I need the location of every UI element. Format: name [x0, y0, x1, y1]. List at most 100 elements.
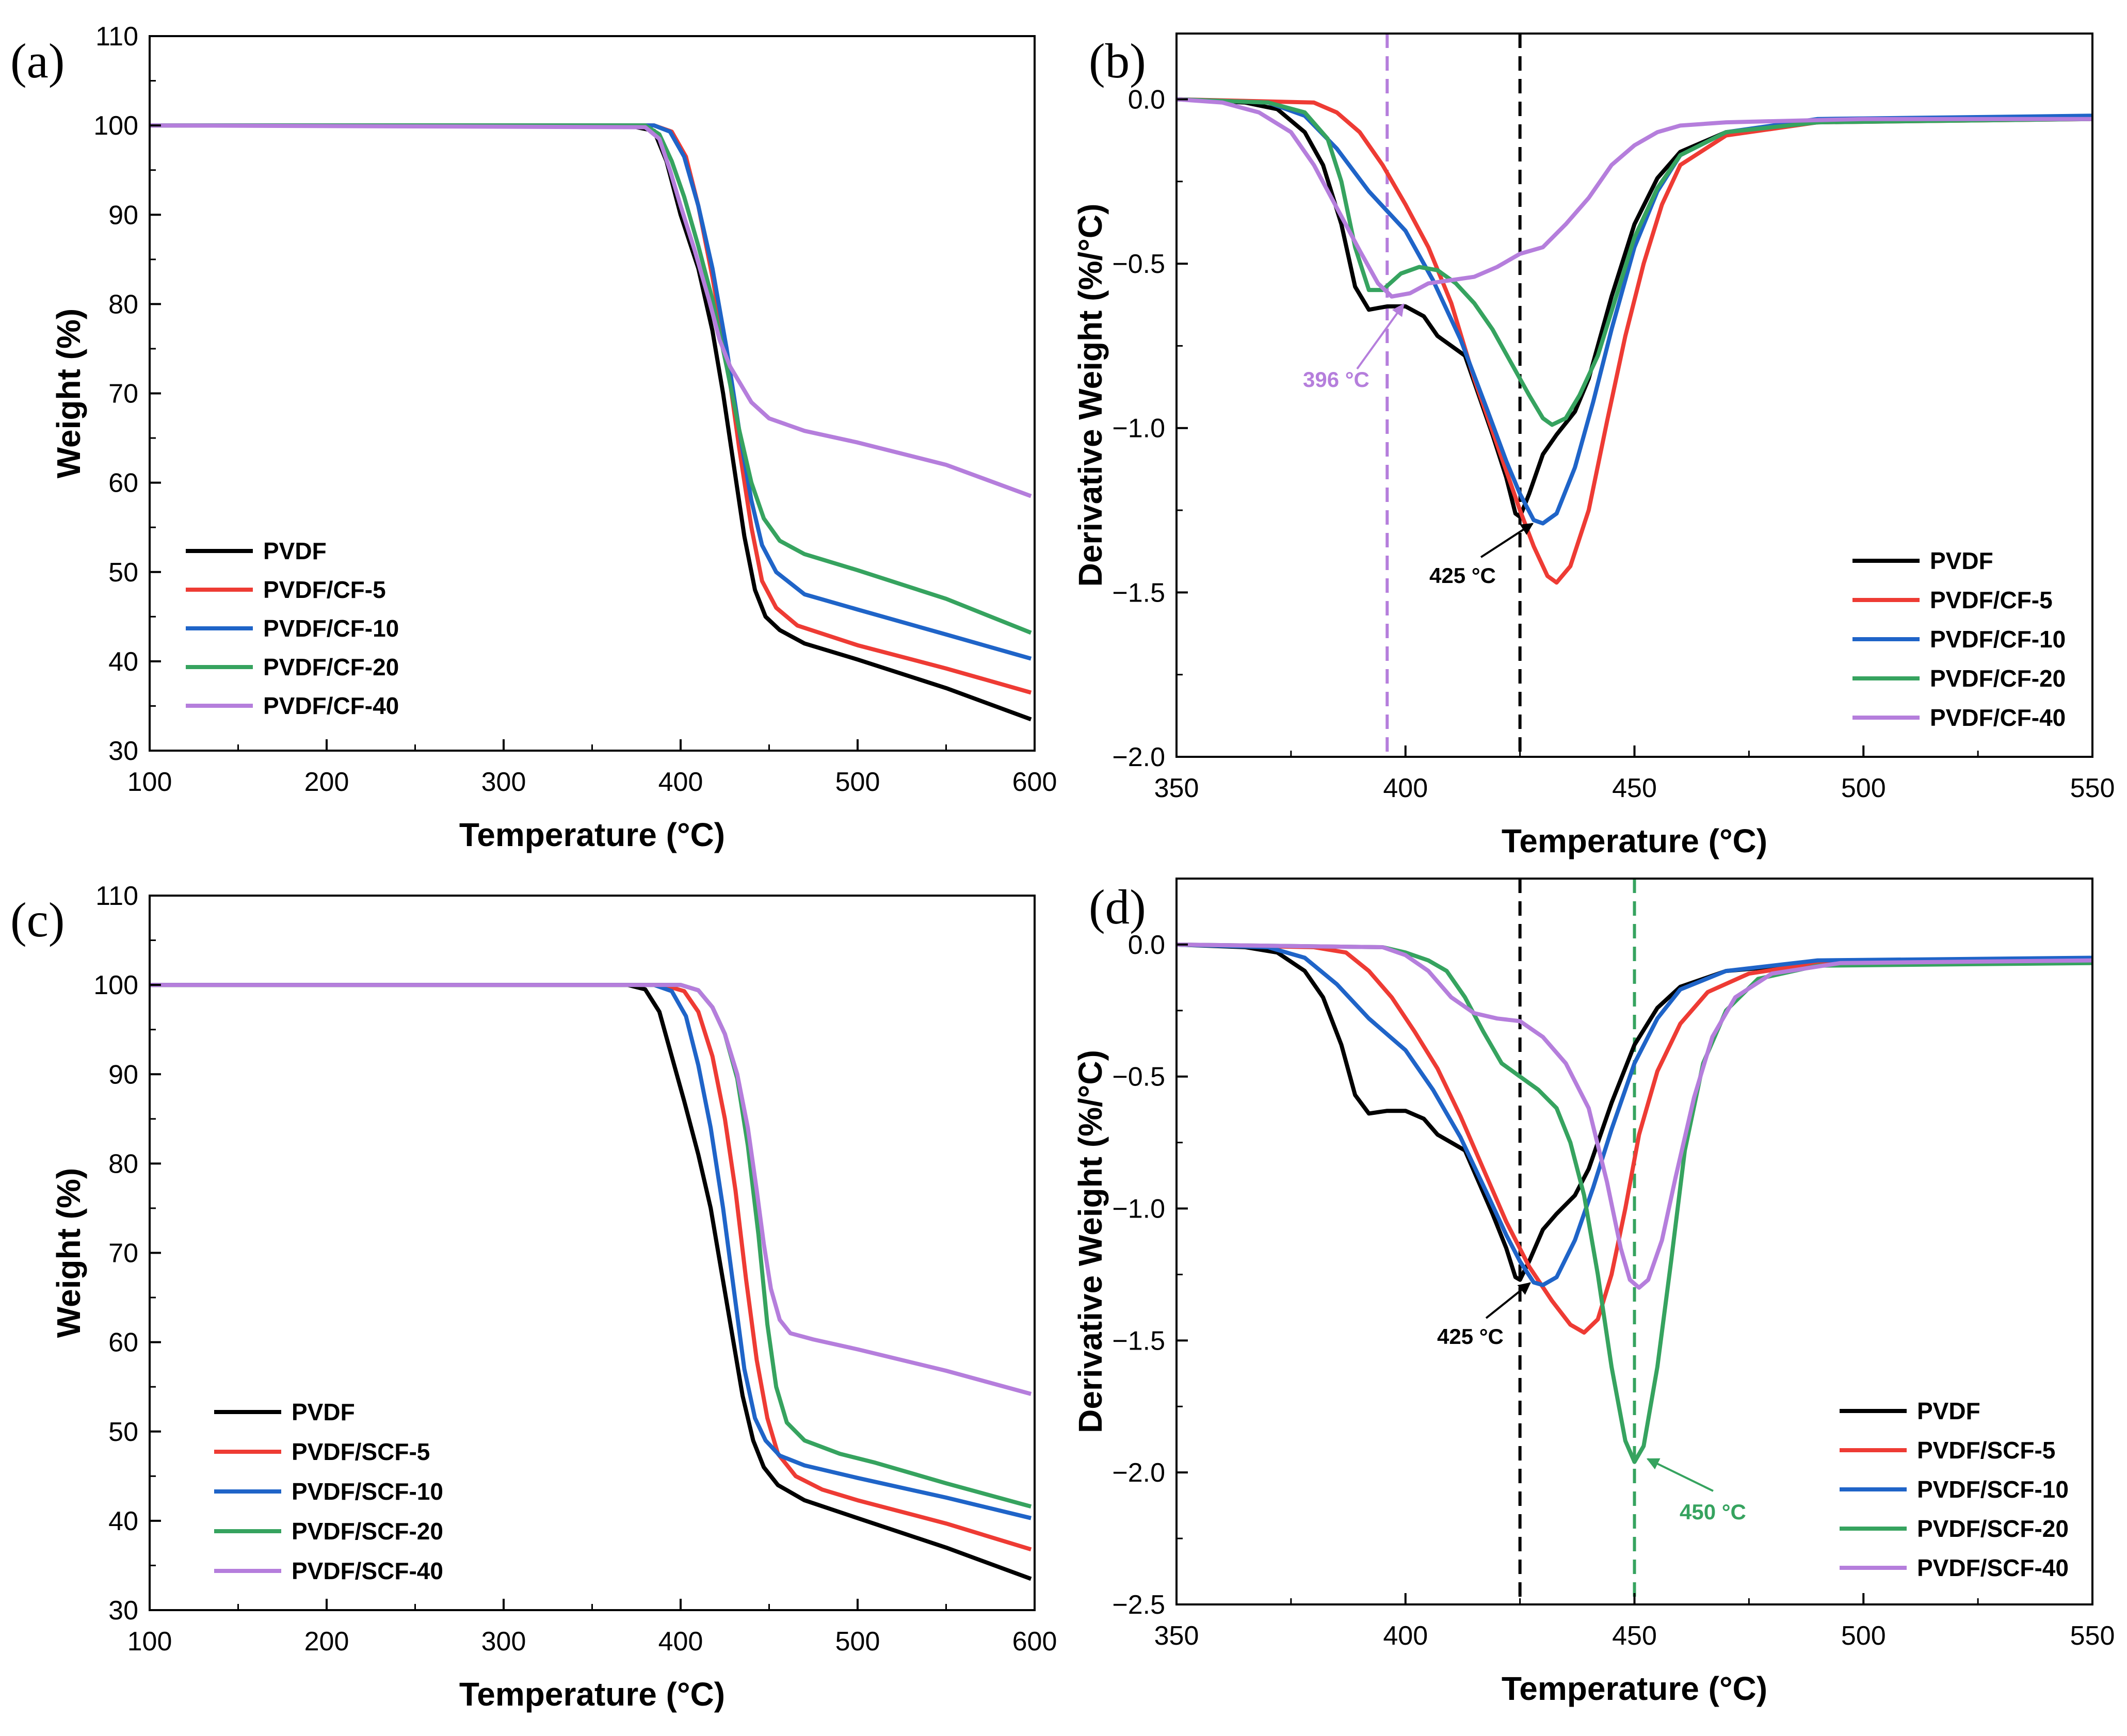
series-line-2	[1177, 942, 2092, 1335]
legend-label: PVDF/SCF-10	[1917, 1476, 2069, 1503]
annotation-label: 450 °C	[1680, 1500, 1746, 1524]
x-tick-label: 600	[1012, 767, 1057, 797]
x-tick-label: 450	[1612, 1621, 1657, 1651]
panel-letter: (b)	[1089, 34, 1146, 88]
annotation-label: 396 °C	[1303, 367, 1369, 392]
plot-frame	[149, 895, 1036, 1611]
annotation-label: 425 °C	[1429, 563, 1496, 588]
legend: PVDF PVDF/CF-5 PVDF/CF-10 PVDF/CF-20 PVDF/CF…	[186, 538, 399, 719]
series-line-4	[1177, 97, 2092, 427]
legend-label: PVDF	[292, 1399, 355, 1425]
y-tick-label: 40	[108, 647, 138, 677]
legend-label: PVDF/CF-10	[263, 615, 399, 642]
y-tick-label: 80	[108, 289, 138, 319]
annotation-arrow	[1485, 1282, 1531, 1319]
series-line-5	[150, 983, 1032, 1396]
x-tick-label: 500	[835, 767, 880, 797]
series-line-5	[1177, 942, 2092, 1290]
x-axis-title: Temperature (°C)	[1502, 1670, 1767, 1707]
y-tick-label: 100	[93, 970, 138, 1000]
y-tick-label: 30	[108, 736, 138, 766]
legend-label: PVDF/CF-40	[1930, 704, 2066, 731]
x-tick-label: 450	[1612, 773, 1657, 803]
annotation-arrow	[1646, 1458, 1714, 1492]
y-tick-label: 30	[108, 1596, 138, 1626]
series-line-3	[1177, 942, 2092, 1287]
legend-label: PVDF/SCF-5	[292, 1438, 430, 1465]
x-tick-label: 400	[1383, 1621, 1428, 1651]
y-tick-label: 100	[93, 111, 138, 141]
x-axis-title: Temperature (°C)	[459, 1676, 725, 1713]
x-tick-label: 300	[481, 1627, 526, 1657]
y-tick-label: 110	[95, 881, 138, 911]
y-tick-label: 70	[108, 379, 138, 409]
y-tick-label: 40	[108, 1506, 138, 1536]
y-tick-label: −1.0	[1112, 1194, 1165, 1224]
y-tick-label: −0.5	[1112, 249, 1165, 279]
y-tick-label: 110	[95, 22, 138, 52]
legend: PVDF PVDF/CF-5 PVDF/CF-10 PVDF/CF-20 PVDF/CF…	[1852, 547, 2066, 731]
chart-panel-4: (d) 350 400 450 500 550 −2.5 −2.0 −1.5 −1.0 −0.5 0.…	[1072, 878, 2115, 1707]
chart-panel-2: (b) 350 400 450 500 550 −2.0 −1.5 −1.0 −0.5 0.0 Tem…	[1072, 33, 2115, 859]
x-tick-label: 100	[127, 767, 172, 797]
legend-label: PVDF	[263, 538, 327, 564]
series-line-2	[150, 123, 1032, 695]
legend-label: PVDF	[1917, 1398, 1980, 1424]
y-tick-label: 70	[108, 1239, 138, 1269]
annotation-arrow	[1480, 523, 1534, 558]
chart-panel-1: (a) 100 200 300 400 500 600 30 40 50 60 70 80 90 100 11…	[10, 22, 1057, 853]
x-tick-label: 550	[2070, 1621, 2115, 1651]
chart-panel-3: (c) 100 200 300 400 500 600 30 40 50 60 70 80 90 100 11…	[10, 881, 1057, 1713]
panel-letter: (d)	[1089, 880, 1146, 934]
y-tick-label: −1.5	[1112, 1326, 1165, 1356]
y-tick-label: 0.0	[1128, 85, 1165, 115]
y-tick-label: −2.5	[1112, 1590, 1165, 1620]
legend-label: PVDF/SCF-20	[1917, 1515, 2069, 1542]
x-tick-label: 400	[658, 767, 703, 797]
x-axis-title: Temperature (°C)	[459, 816, 725, 853]
x-axis-title: Temperature (°C)	[1502, 822, 1767, 859]
x-tick-label: 500	[835, 1627, 880, 1657]
y-tick-label: 90	[108, 200, 138, 230]
y-tick-label: −0.5	[1112, 1062, 1165, 1092]
x-tick-label: 300	[481, 767, 526, 797]
series-line-1	[1177, 942, 2092, 1282]
legend-label: PVDF/CF-10	[1930, 626, 2066, 653]
y-axis-title: Derivative Weight (%/°C)	[1072, 204, 1109, 587]
y-tick-label: 50	[108, 1417, 138, 1447]
legend-label: PVDF/CF-20	[263, 654, 399, 680]
annotation-arrow	[1356, 303, 1405, 370]
annotation-label: 425 °C	[1437, 1324, 1504, 1349]
series-line-3	[150, 983, 1032, 1520]
x-tick-label: 100	[127, 1627, 172, 1657]
x-tick-label: 350	[1154, 773, 1199, 803]
y-axis-title: Weight (%)	[50, 1168, 87, 1338]
y-tick-label: 50	[108, 558, 138, 588]
y-tick-label: 60	[108, 1328, 138, 1358]
y-tick-label: −1.0	[1112, 414, 1165, 444]
legend-label: PVDF/SCF-40	[1917, 1554, 2069, 1581]
series-line-4	[150, 983, 1032, 1509]
legend-label: PVDF/SCF-5	[1917, 1437, 2055, 1464]
y-axis-title: Derivative Weight (%/°C)	[1072, 1050, 1109, 1433]
y-tick-label: −2.0	[1112, 742, 1165, 772]
legend-label: PVDF	[1930, 547, 1993, 574]
panel-letter: (a)	[10, 34, 65, 88]
x-tick-label: 200	[304, 767, 349, 797]
x-tick-label: 500	[1841, 1621, 1886, 1651]
series-line-5	[150, 123, 1032, 498]
x-tick-label: 200	[304, 1627, 349, 1657]
panel-letter: (c)	[10, 893, 65, 947]
legend-label: PVDF/CF-5	[263, 576, 386, 603]
series-line-2	[1177, 97, 2092, 585]
legend-label: PVDF/SCF-10	[292, 1478, 443, 1505]
plot-frame	[149, 35, 1036, 752]
series-line-1	[150, 983, 1032, 1581]
x-tick-label: 500	[1841, 773, 1886, 803]
y-tick-label: 80	[108, 1149, 138, 1179]
legend: PVDF PVDF/SCF-5 PVDF/SCF-10 PVDF/SCF-20 PVDF…	[214, 1399, 443, 1584]
y-tick-label: 60	[108, 468, 138, 498]
y-tick-label: 90	[108, 1060, 138, 1090]
legend: PVDF PVDF/SCF-5 PVDF/SCF-10 PVDF/SCF-20 PVDF…	[1840, 1398, 2069, 1581]
